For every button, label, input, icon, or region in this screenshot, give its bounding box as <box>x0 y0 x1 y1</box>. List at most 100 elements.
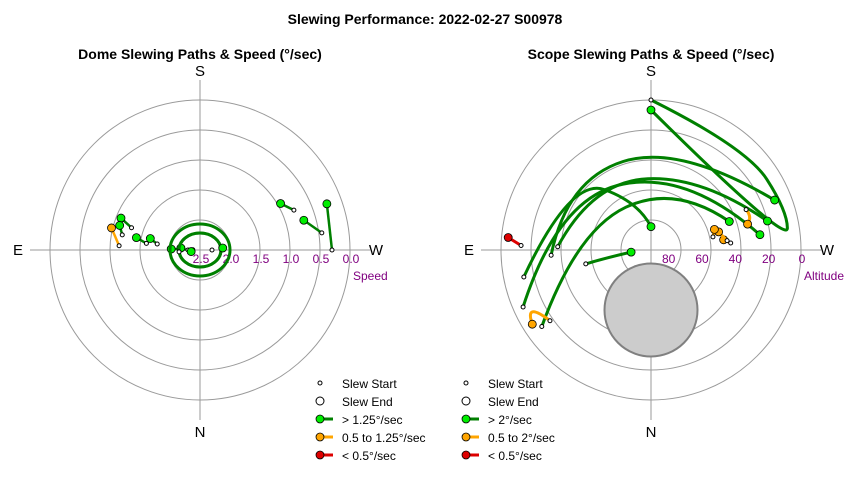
scope-slew-path <box>522 186 653 279</box>
dome-legend-label: Slew End <box>342 395 393 409</box>
dome-slew-start-marker <box>329 247 335 253</box>
dome-slew-start-marker <box>119 232 125 238</box>
radial-tick-label: 0 <box>799 252 806 266</box>
dome-legend-start-marker <box>317 380 323 386</box>
compass-label-left: E <box>13 242 23 259</box>
dome-slew-end-marker <box>322 199 332 209</box>
scope-legend-dot-medium <box>461 432 471 442</box>
dome-slew-end-marker <box>145 234 155 243</box>
dome-chart-title: Dome Slewing Paths & Speed (°/sec) <box>78 46 322 62</box>
scope-slew-start-marker <box>648 97 654 103</box>
radial-tick-label: 20 <box>762 252 776 266</box>
radial-axis-label: Speed <box>353 269 388 283</box>
moon-disc <box>603 262 699 358</box>
compass-label-right: W <box>369 242 384 259</box>
scope-slew-end-marker <box>763 216 772 226</box>
radial-tick-label: 60 <box>695 252 709 266</box>
dome-slew-start-marker <box>143 240 149 246</box>
dome-legend-label: < 0.5°/sec <box>342 449 396 463</box>
scope-slew-start-marker <box>724 238 730 244</box>
compass-label-top: S <box>646 63 656 80</box>
scope-legend-start-marker <box>463 380 469 386</box>
scope-slew-end-marker <box>710 224 719 234</box>
scope-slew-end-marker <box>724 217 734 226</box>
scope-slew-path <box>556 177 769 249</box>
scope-legend: Slew Start Slew End > 2°/sec 0.5 to 2°/sec <… <box>461 377 555 463</box>
compass-label-bottom: N <box>195 424 206 441</box>
scope-slew-path <box>649 98 789 232</box>
figure-title: Slewing Performance: 2022-02-27 S00978 <box>288 11 563 27</box>
dome-legend: Slew Start Slew End > 1.25°/sec 0.5 to 1.25… <box>315 377 426 463</box>
scope-legend-end-marker <box>461 396 471 406</box>
dome-legend-dot-slow <box>315 450 325 460</box>
scope-slew-path <box>549 155 777 257</box>
scope-slew-end-marker <box>503 233 513 242</box>
scope-slew-start-marker <box>539 323 545 329</box>
scope-slew-end-marker <box>755 230 765 240</box>
scope-chart-title: Scope Slewing Paths & Speed (°/sec) <box>528 46 775 62</box>
radial-tick-label: 1.5 <box>253 252 270 266</box>
dome-slew-end-marker <box>186 247 196 256</box>
compass-label-bottom: N <box>646 424 657 441</box>
radial-tick-label: 0.0 <box>343 252 360 266</box>
scope-slew-path <box>521 180 762 309</box>
dome-legend-label: Slew Start <box>342 377 397 391</box>
compass-label-top: S <box>195 63 205 80</box>
scope-legend-label: Slew Start <box>488 377 543 391</box>
dome-legend-dot-medium <box>315 432 325 442</box>
dome-slew-end-marker <box>116 213 126 223</box>
scope-legend-dot-fast <box>461 414 471 424</box>
dome-slew-start-marker <box>116 243 122 249</box>
scope-polar-plot: S N E W 80 60 40 20 0 Altitude <box>464 63 844 441</box>
radial-tick-label: 0.5 <box>313 252 330 266</box>
radial-tick-label: 80 <box>662 252 676 266</box>
dome-legend-label: > 1.25°/sec <box>342 413 403 427</box>
dome-slew-start-marker <box>209 247 215 253</box>
scope-legend-label: Slew End <box>488 395 539 409</box>
scope-slew-end-marker <box>646 222 656 232</box>
scope-slew-start-marker <box>518 242 524 248</box>
scope-slew-start-marker <box>728 240 734 246</box>
compass-label-right: W <box>820 242 835 259</box>
dome-slew-end-marker <box>276 199 285 208</box>
radial-axis-label: Altitude <box>804 269 844 283</box>
scope-slew-start-marker <box>548 252 554 258</box>
scope-slew-path <box>584 250 633 266</box>
scope-slew-start-marker <box>520 304 526 310</box>
radial-tick-label: 2.5 <box>193 252 210 266</box>
dome-slew-end-marker <box>299 215 309 225</box>
scope-slew-start-marker <box>710 234 716 240</box>
scope-slew-start-marker <box>555 244 561 250</box>
scope-slew-end-marker <box>743 219 752 229</box>
radial-tick-label: 40 <box>729 252 743 266</box>
dome-slew-start-marker <box>129 225 135 231</box>
dome-legend-label: 0.5 to 1.25°/sec <box>342 431 426 445</box>
compass-label-left: E <box>464 242 474 259</box>
radial-tick-label: 1.0 <box>283 252 300 266</box>
dome-slew-end-marker <box>218 243 228 253</box>
scope-legend-label: < 0.5°/sec <box>488 449 542 463</box>
dome-slew-start-marker <box>291 207 297 213</box>
dome-slew-start-marker <box>176 249 182 255</box>
scope-slew-start-marker <box>743 207 749 213</box>
scope-slew-end-marker <box>626 247 636 257</box>
dome-slew-start-marker <box>154 241 160 247</box>
scope-slew-end-marker <box>646 105 656 115</box>
dome-slew-end-marker <box>107 223 116 233</box>
scope-slew-end-marker <box>527 319 537 329</box>
dome-slew-end-marker <box>131 233 141 243</box>
scope-slew-end-marker <box>770 195 780 205</box>
scope-legend-dot-slow <box>461 450 471 460</box>
scope-slew-path <box>540 196 731 328</box>
dome-slew-path <box>168 222 232 278</box>
dome-legend-dot-fast <box>315 414 325 424</box>
dome-slew-end-marker <box>115 221 125 230</box>
scope-legend-label: > 2°/sec <box>488 413 532 427</box>
scope-slew-start-marker <box>583 261 589 267</box>
scope-slew-start-marker <box>547 318 553 324</box>
dome-legend-end-marker <box>315 396 325 406</box>
scope-slew-start-marker <box>521 274 527 280</box>
dome-slew-start-marker <box>319 230 325 236</box>
